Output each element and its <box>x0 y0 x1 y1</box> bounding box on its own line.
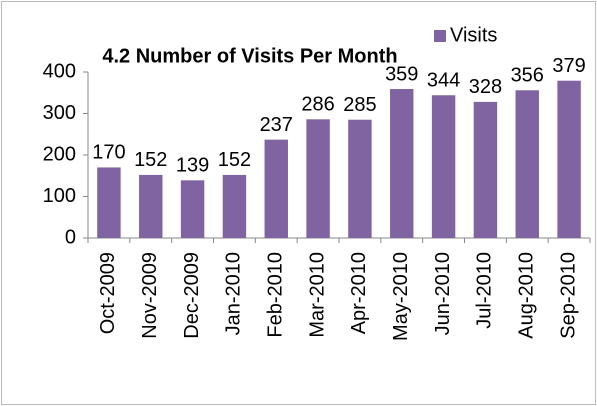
data-label: 285 <box>343 94 376 116</box>
data-label: 152 <box>134 149 167 171</box>
data-label: 170 <box>92 142 125 164</box>
x-tick-label: May-2010 <box>390 252 412 341</box>
legend-swatch <box>434 30 446 42</box>
data-label: 356 <box>511 65 544 87</box>
bar <box>390 89 414 238</box>
data-label: 379 <box>552 55 585 77</box>
data-label: 359 <box>385 63 418 85</box>
data-label: 152 <box>218 149 251 171</box>
x-tick-label: Jan-2010 <box>223 252 245 335</box>
bar <box>97 167 121 238</box>
y-tick-label: 0 <box>65 226 76 248</box>
legend-label: Visits <box>450 24 497 46</box>
bar <box>557 80 581 238</box>
x-tick-label: Oct-2009 <box>97 252 119 334</box>
x-tick-label: Aug-2010 <box>516 252 538 339</box>
x-tick-label: Dec-2009 <box>181 252 203 339</box>
y-tick-label: 200 <box>43 143 76 165</box>
bar <box>473 101 498 238</box>
y-tick-label: 400 <box>43 60 76 82</box>
chart-title: 4.2 Number of Visits Per Month <box>102 45 397 67</box>
data-label: 328 <box>469 76 502 98</box>
bar <box>431 95 456 239</box>
bar <box>222 174 247 238</box>
data-label: 139 <box>176 155 209 177</box>
x-tick-label: Apr-2010 <box>348 252 370 334</box>
bar <box>180 180 205 238</box>
y-tick-label: 100 <box>43 185 76 207</box>
x-tick-label: Mar-2010 <box>306 252 328 338</box>
x-tick-label: Nov-2009 <box>139 252 161 339</box>
data-label: 344 <box>427 70 460 92</box>
bar <box>306 119 330 238</box>
bar <box>264 139 288 238</box>
x-tick-label: Jun-2010 <box>432 252 454 335</box>
data-label: 237 <box>260 114 293 136</box>
x-tick-label: Jul-2010 <box>474 252 496 329</box>
y-tick-label: 300 <box>43 102 76 124</box>
bar <box>515 90 539 238</box>
bar <box>348 119 372 238</box>
x-tick-label: Feb-2010 <box>265 252 287 338</box>
bar <box>139 174 163 238</box>
data-label: 286 <box>301 94 334 116</box>
x-tick-label: Sep-2010 <box>557 252 579 339</box>
